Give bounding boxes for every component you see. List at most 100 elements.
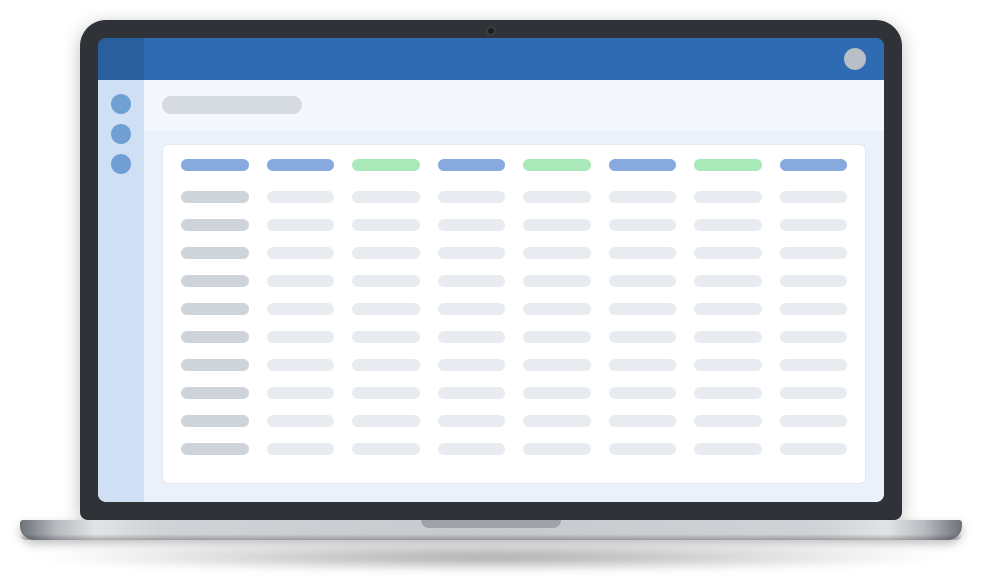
table-cell (267, 247, 335, 259)
table-cell (352, 415, 420, 427)
table-cell (352, 275, 420, 287)
table-cell (181, 191, 249, 203)
table-cell (523, 443, 591, 455)
app-window (98, 38, 884, 502)
column-header[interactable] (181, 159, 249, 171)
table-cell (694, 247, 762, 259)
table-cell (523, 191, 591, 203)
column-header[interactable] (438, 159, 506, 171)
table-cell (523, 415, 591, 427)
table-cell (609, 387, 677, 399)
table-cell (609, 191, 677, 203)
laptop-notch (421, 520, 561, 528)
table-row (181, 415, 847, 427)
table-cell (352, 443, 420, 455)
table-cell (438, 219, 506, 231)
sidebar-item[interactable] (111, 94, 131, 114)
table-cell (609, 247, 677, 259)
table-cell (694, 303, 762, 315)
column-header[interactable] (352, 159, 420, 171)
table-cell (181, 303, 249, 315)
table-cell (523, 219, 591, 231)
table-cell (780, 331, 848, 343)
table-cell (523, 303, 591, 315)
sidebar-item[interactable] (111, 124, 131, 144)
table-cell (438, 359, 506, 371)
sidebar-item[interactable] (111, 154, 131, 174)
table-cell (352, 359, 420, 371)
table-cell (694, 191, 762, 203)
table-cell (352, 387, 420, 399)
table-cell (181, 247, 249, 259)
table-cell (780, 219, 848, 231)
laptop-frame (80, 20, 902, 520)
table-cell (694, 359, 762, 371)
table-cell (780, 247, 848, 259)
table-cell (267, 443, 335, 455)
table-cell (694, 331, 762, 343)
table-cell (267, 415, 335, 427)
table-row (181, 331, 847, 343)
table-cell (352, 247, 420, 259)
table-cell (352, 219, 420, 231)
table-cell (181, 387, 249, 399)
table-row (181, 303, 847, 315)
main-area (144, 80, 884, 502)
table-cell (438, 415, 506, 427)
table-cell (352, 303, 420, 315)
table-row (181, 191, 847, 203)
table-cell (267, 331, 335, 343)
column-header[interactable] (523, 159, 591, 171)
table-cell (267, 275, 335, 287)
table-cell (438, 191, 506, 203)
table-cell (267, 219, 335, 231)
table-cell (609, 303, 677, 315)
table-cell (523, 387, 591, 399)
table-cell (694, 415, 762, 427)
toolbar (144, 80, 884, 130)
table-cell (694, 387, 762, 399)
laptop-screen (98, 38, 884, 502)
table-header-row (181, 159, 847, 191)
table-row (181, 247, 847, 259)
column-header[interactable] (780, 159, 848, 171)
table-row (181, 219, 847, 231)
table-cell (438, 387, 506, 399)
table-cell (523, 247, 591, 259)
table-cell (694, 219, 762, 231)
table-row (181, 275, 847, 287)
column-header[interactable] (267, 159, 335, 171)
content-area (144, 130, 884, 502)
table-row (181, 359, 847, 371)
laptop-mockup (80, 20, 902, 540)
app-body (98, 80, 884, 502)
table-cell (694, 275, 762, 287)
table-cell (780, 387, 848, 399)
table-cell (438, 247, 506, 259)
table-cell (609, 359, 677, 371)
table-cell (609, 275, 677, 287)
table-cell (780, 415, 848, 427)
column-header[interactable] (694, 159, 762, 171)
titlebar-logo-block (98, 38, 144, 80)
table-row (181, 387, 847, 399)
table-cell (181, 415, 249, 427)
table-cell (780, 303, 848, 315)
table-cell (352, 331, 420, 343)
camera-dot (488, 28, 494, 34)
table-cell (352, 191, 420, 203)
table-body (181, 191, 847, 473)
table-cell (181, 275, 249, 287)
laptop-base (20, 520, 962, 540)
app-titlebar (98, 38, 884, 80)
table-cell (694, 443, 762, 455)
table-cell (780, 443, 848, 455)
table-cell (267, 387, 335, 399)
table-cell (609, 415, 677, 427)
table-cell (181, 331, 249, 343)
table-cell (609, 331, 677, 343)
table-cell (267, 191, 335, 203)
table-row (181, 443, 847, 455)
column-header[interactable] (609, 159, 677, 171)
user-avatar[interactable] (844, 48, 866, 70)
